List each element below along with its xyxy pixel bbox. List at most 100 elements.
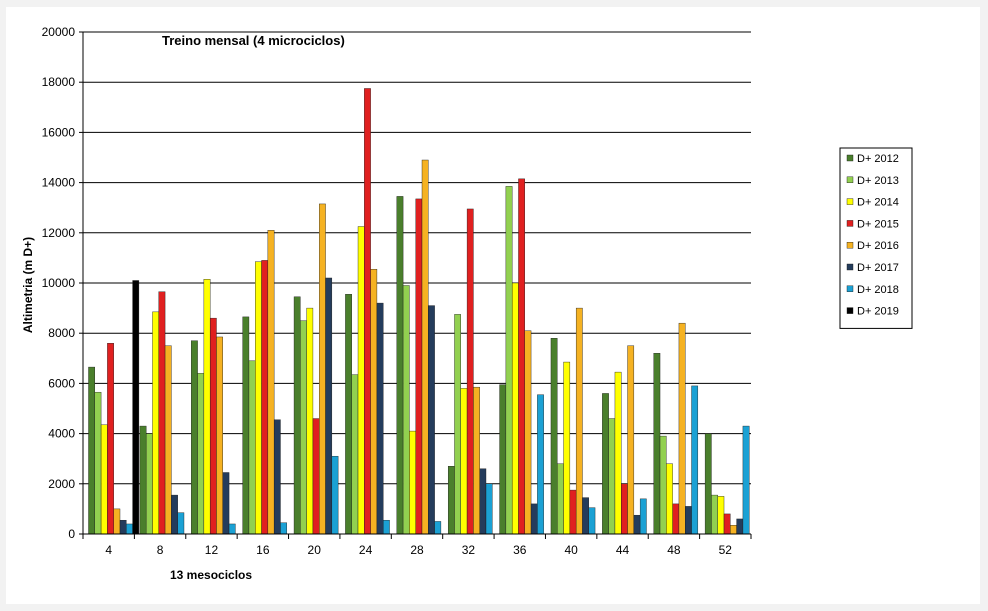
legend-swatch bbox=[846, 285, 854, 292]
x-tick-label: 16 bbox=[256, 543, 270, 557]
bar bbox=[460, 388, 468, 535]
bar bbox=[203, 279, 211, 535]
bar bbox=[132, 280, 140, 535]
y-tick-label: 18000 bbox=[42, 75, 76, 89]
bar bbox=[364, 88, 371, 535]
chart-frame: 0 2000 4000 6000 8000 10000 12000 14000 16000 180… bbox=[6, 7, 980, 604]
bar bbox=[621, 483, 628, 535]
bar-chart: 0 2000 4000 6000 8000 10000 12000 14000 16000 180… bbox=[21, 25, 913, 582]
legend-entry: D+ 2019 bbox=[857, 306, 899, 318]
bar bbox=[312, 418, 320, 535]
x-tick-label: 52 bbox=[719, 543, 733, 557]
bar bbox=[428, 305, 435, 535]
bar bbox=[608, 418, 616, 535]
bar bbox=[177, 512, 185, 535]
bar bbox=[672, 503, 680, 535]
bar bbox=[88, 366, 96, 535]
x-tick-label: 28 bbox=[410, 543, 424, 557]
bar bbox=[524, 330, 532, 535]
bar bbox=[300, 320, 307, 535]
bar bbox=[396, 196, 404, 535]
y-tick-label: 14000 bbox=[42, 176, 76, 190]
bar bbox=[723, 513, 731, 535]
bar bbox=[273, 419, 281, 535]
bar bbox=[485, 483, 493, 535]
legend-swatch bbox=[846, 176, 854, 184]
x-tick-label: 4 bbox=[105, 543, 112, 557]
legend-swatch bbox=[846, 220, 854, 227]
bar bbox=[261, 260, 269, 535]
bar bbox=[627, 345, 635, 535]
bar bbox=[357, 226, 365, 535]
y-tick-label: 8000 bbox=[48, 326, 75, 340]
bar bbox=[280, 522, 287, 535]
x-tick-label: 24 bbox=[359, 543, 373, 557]
y-tick-label: 10000 bbox=[42, 276, 76, 290]
bar bbox=[376, 302, 384, 535]
bar bbox=[434, 521, 442, 535]
x-tick-label: 40 bbox=[564, 543, 578, 557]
y-tick-label: 4000 bbox=[48, 427, 75, 441]
bar bbox=[505, 186, 513, 535]
bar bbox=[569, 489, 577, 535]
bar bbox=[454, 314, 461, 535]
bar bbox=[345, 294, 352, 535]
bar bbox=[421, 159, 429, 535]
bar bbox=[730, 525, 737, 535]
bar bbox=[100, 424, 108, 535]
bar bbox=[145, 433, 153, 535]
bar bbox=[139, 425, 147, 535]
bar bbox=[113, 508, 121, 535]
bar bbox=[222, 472, 230, 535]
chart-title: Treino mensal (4 microciclos) bbox=[162, 33, 345, 48]
bar bbox=[550, 338, 558, 535]
bar bbox=[557, 463, 564, 535]
legend-entry: D+ 2015 bbox=[857, 218, 899, 230]
y-tick-label: 0 bbox=[68, 527, 75, 541]
bar bbox=[639, 498, 647, 535]
legend-entry: D+ 2017 bbox=[857, 262, 899, 274]
x-axis-label: 13 mesociclos bbox=[170, 568, 252, 582]
bar bbox=[511, 282, 519, 535]
legend-swatch bbox=[846, 307, 854, 314]
bar bbox=[228, 523, 236, 535]
bar bbox=[518, 178, 525, 535]
bar bbox=[126, 523, 133, 535]
bar bbox=[588, 507, 596, 535]
bar bbox=[614, 371, 622, 535]
bar bbox=[575, 307, 583, 535]
bar bbox=[711, 494, 718, 535]
bar bbox=[319, 203, 326, 535]
bar bbox=[351, 374, 359, 535]
bar bbox=[383, 519, 390, 535]
bar bbox=[94, 391, 102, 535]
bar bbox=[248, 360, 256, 535]
bar bbox=[306, 307, 314, 535]
bar bbox=[158, 291, 166, 535]
legend-swatch bbox=[846, 263, 854, 271]
bar bbox=[216, 336, 223, 535]
bar bbox=[685, 506, 692, 535]
bar bbox=[473, 386, 480, 535]
axes bbox=[79, 31, 752, 539]
bar bbox=[736, 518, 744, 535]
bar bbox=[107, 343, 114, 535]
bar bbox=[466, 208, 474, 535]
bar bbox=[325, 277, 333, 535]
bar bbox=[633, 514, 641, 535]
bar bbox=[255, 261, 262, 535]
bar bbox=[152, 311, 159, 535]
bar bbox=[717, 496, 725, 535]
bar bbox=[209, 317, 217, 535]
bar bbox=[563, 361, 571, 535]
legend-entry: D+ 2012 bbox=[857, 153, 899, 165]
bar bbox=[331, 455, 339, 535]
x-tick-label: 20 bbox=[308, 543, 322, 557]
bar bbox=[409, 430, 416, 535]
x-tick-label: 44 bbox=[616, 543, 630, 557]
x-tick-label: 48 bbox=[667, 543, 681, 557]
y-tick-label: 20000 bbox=[42, 25, 76, 39]
y-tick-label: 12000 bbox=[42, 226, 76, 240]
bar bbox=[119, 519, 127, 535]
bar bbox=[191, 340, 198, 535]
